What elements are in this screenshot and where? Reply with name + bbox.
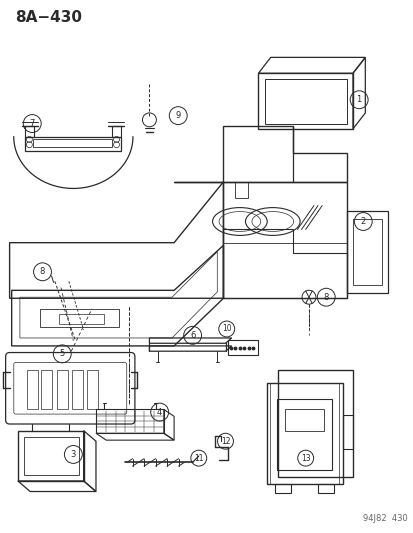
Text: 9: 9 xyxy=(175,111,180,120)
Text: 4: 4 xyxy=(157,408,162,417)
Text: 1: 1 xyxy=(356,95,361,104)
Text: 8: 8 xyxy=(323,293,328,302)
Text: 12: 12 xyxy=(220,437,230,446)
Text: 10: 10 xyxy=(221,325,231,334)
Text: 7: 7 xyxy=(29,119,35,128)
Text: 13: 13 xyxy=(300,454,310,463)
Text: 8: 8 xyxy=(40,267,45,276)
Text: 94J82  430: 94J82 430 xyxy=(362,514,407,523)
Text: 11: 11 xyxy=(194,454,203,463)
Text: 8A−430: 8A−430 xyxy=(15,10,82,25)
Text: 6: 6 xyxy=(190,331,195,340)
Text: 5: 5 xyxy=(59,349,65,358)
Text: 2: 2 xyxy=(360,217,365,226)
Text: 3: 3 xyxy=(71,450,76,459)
